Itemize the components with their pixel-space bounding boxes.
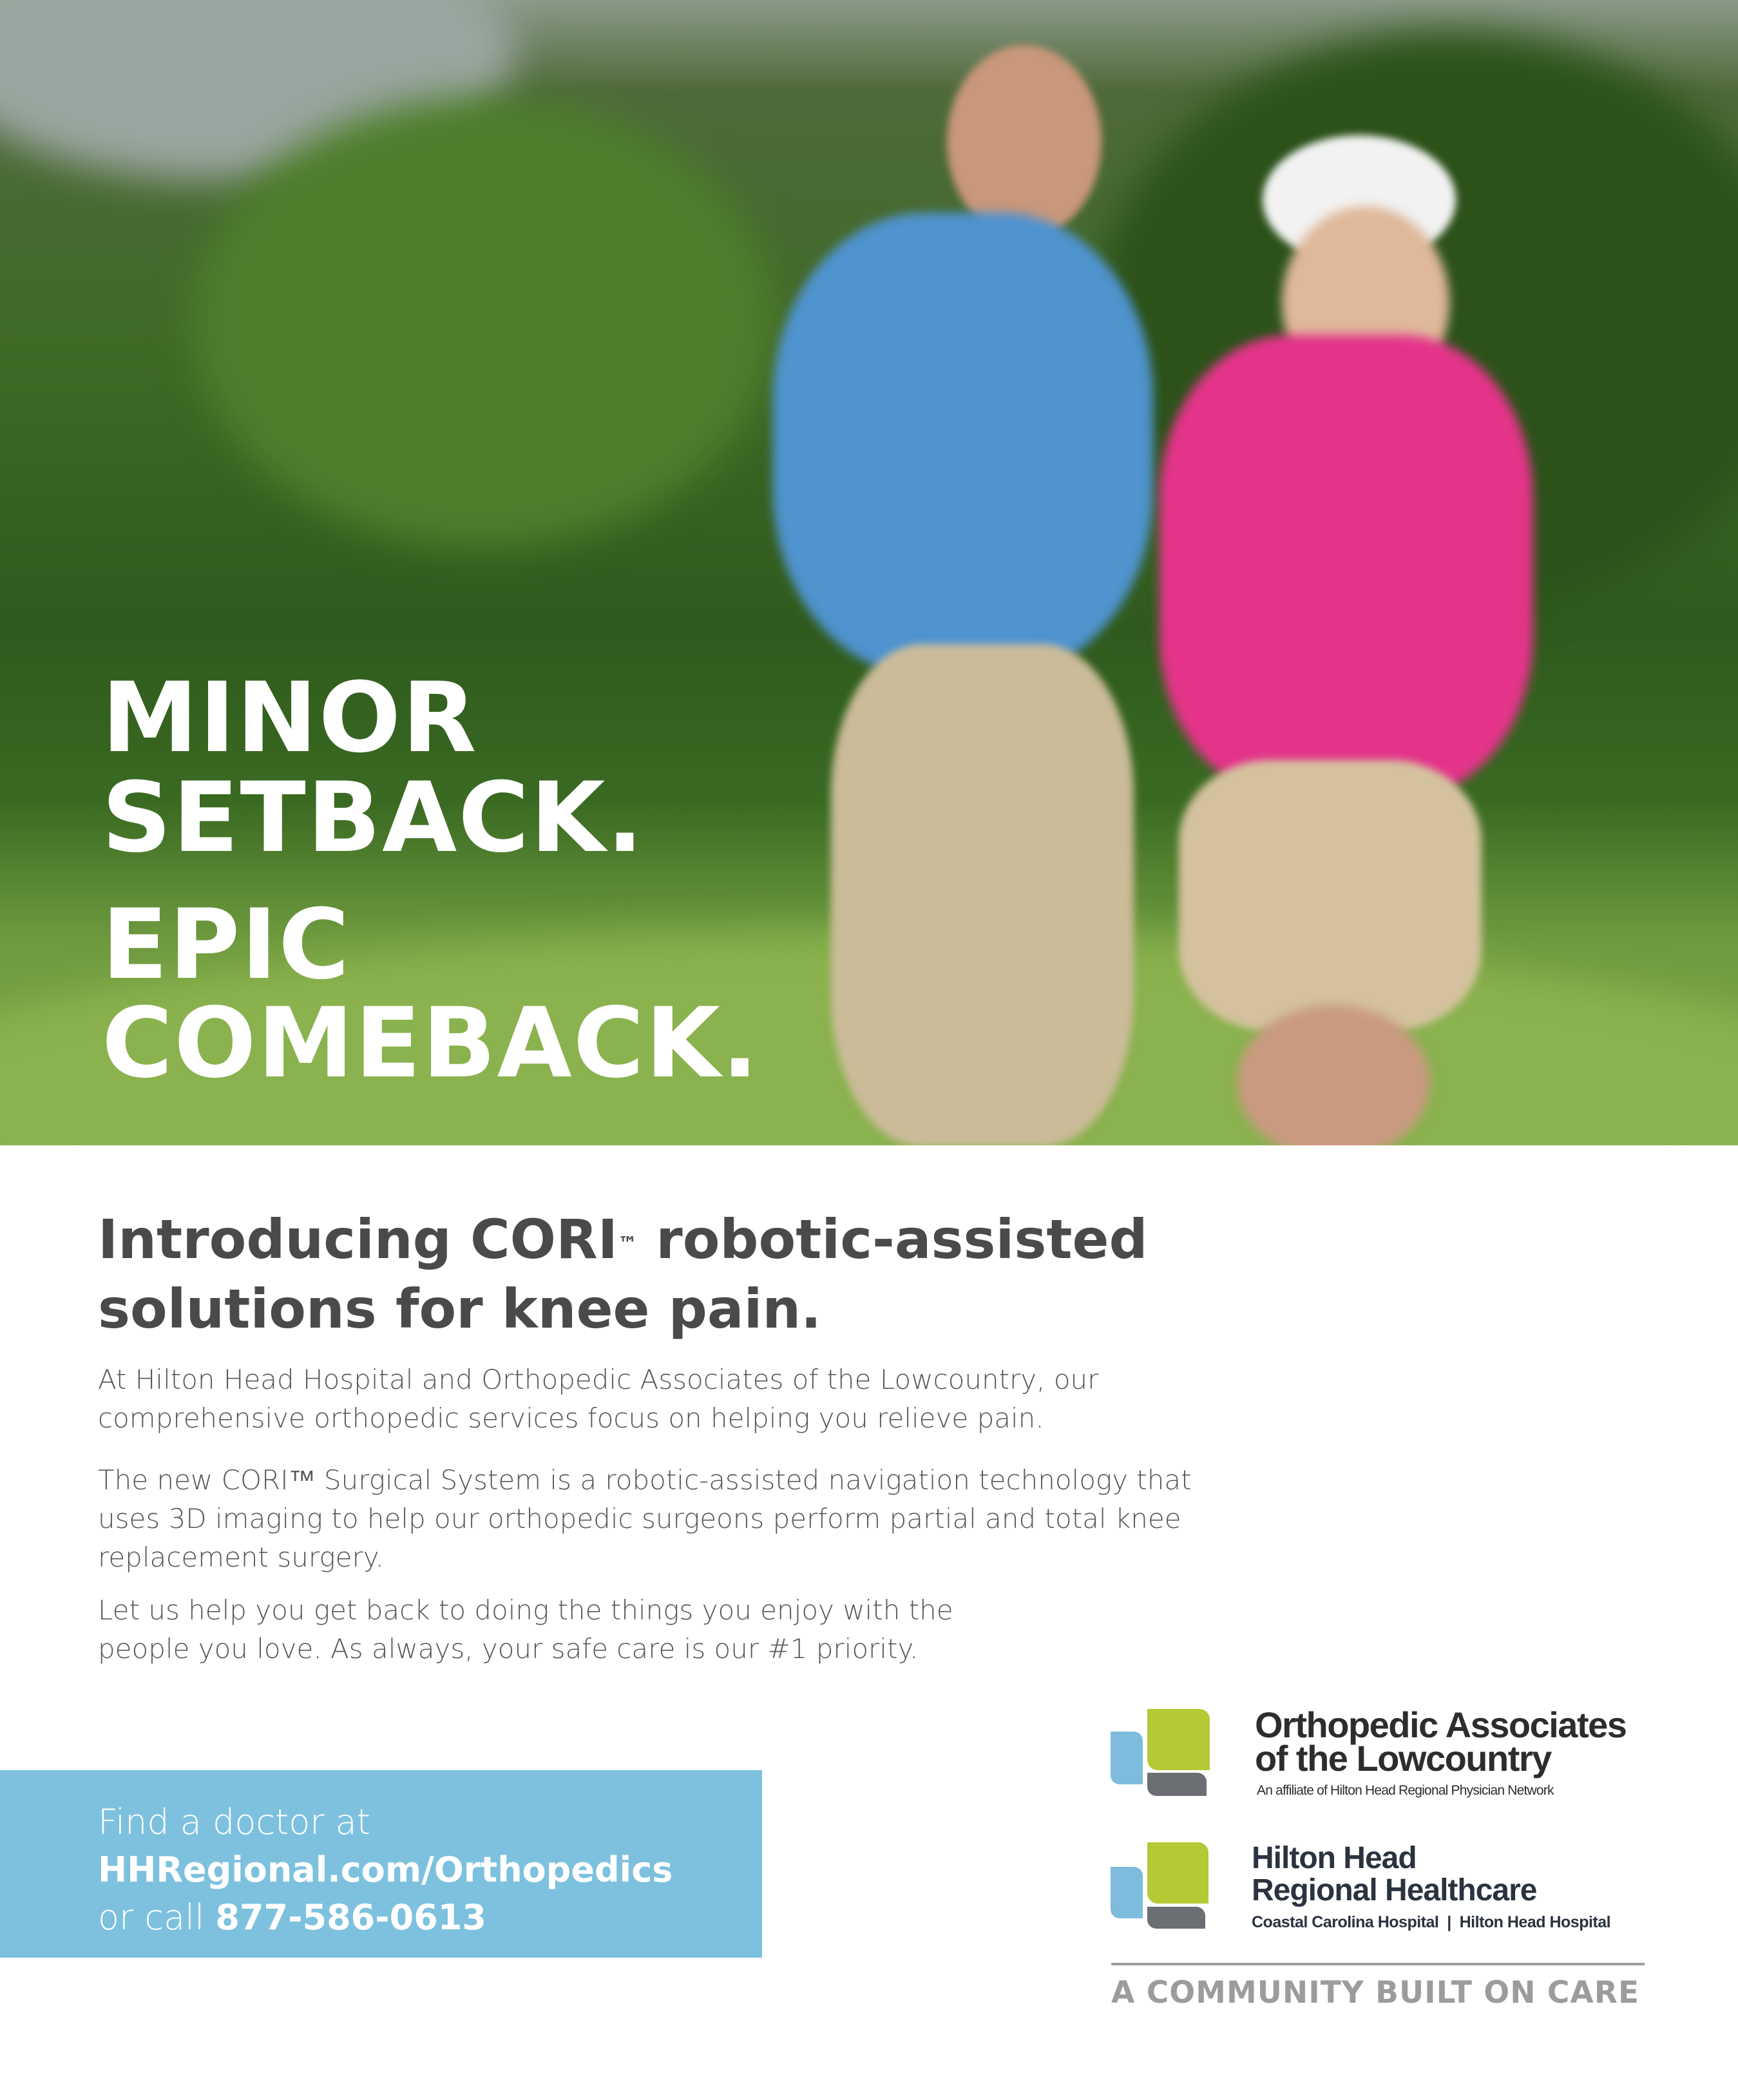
logo-green-square: [1147, 1709, 1210, 1770]
logo-blue-square: [1111, 1732, 1143, 1784]
hhrh-name-2: Regional Healthcare: [1252, 1873, 1537, 1907]
hhrh-subtitle: Coastal Carolina Hospital | Hilton Head …: [1252, 1913, 1611, 1931]
website-link[interactable]: HHRegional.com/Orthopedics: [98, 1849, 673, 1890]
headline-line-2: SETBACK.: [102, 762, 645, 874]
oal-name: Orthopedic Associates: [1255, 1704, 1627, 1745]
heading-text: robotic-assisted: [637, 1208, 1148, 1271]
hhrh-name: Hilton Head: [1252, 1841, 1417, 1875]
intro-heading: Introducing CORI™ robotic-assisted solut…: [98, 1205, 1148, 1344]
trademark: ™: [618, 1233, 638, 1255]
oal-subtitle: An affiliate of Hilton Head Regional Phy…: [1257, 1783, 1554, 1798]
heading-text: Introducing CORI: [98, 1208, 618, 1271]
tagline: A COMMUNITY BUILT ON CARE: [1111, 1975, 1640, 2010]
hero-photo: MINOR SETBACK. EPIC COMEBACK.: [0, 0, 1738, 1145]
logo-blue-square: [1111, 1867, 1143, 1918]
heading-line-2: solutions for knee pain.: [98, 1277, 822, 1341]
call-prefix: or call: [98, 1897, 216, 1938]
body-paragraph-3: Let us help you get back to doing the th…: [98, 1594, 953, 1665]
logo-gray-square: [1147, 1773, 1207, 1796]
divider: [1111, 1963, 1645, 1965]
headline-line-4: COMEBACK.: [102, 988, 760, 1100]
cta-line: Find a doctor at: [98, 1802, 370, 1842]
find-doctor-box: Find a doctor at HHRegional.com/Orthoped…: [0, 1770, 762, 1958]
headline-line-3: EPIC: [102, 889, 351, 1001]
hhrh-logo: Hilton Head Regional Healthcare Coastal …: [1109, 1842, 1688, 1933]
headline-line-1: MINOR: [102, 662, 478, 774]
phone-link[interactable]: 877-586-0613: [215, 1897, 486, 1938]
oal-name-2: of the Lowcountry: [1255, 1738, 1552, 1779]
oal-logo: Orthopedic Associates of the Lowcountry …: [1109, 1704, 1688, 1798]
logo-green-square: [1147, 1842, 1208, 1904]
logo-gray-square: [1147, 1907, 1205, 1929]
body-paragraph-1: At Hilton Head Hospital and Orthopedic A…: [98, 1364, 1099, 1434]
body-paragraph-2: The new CORI™ Surgical System is a robot…: [98, 1464, 1192, 1573]
